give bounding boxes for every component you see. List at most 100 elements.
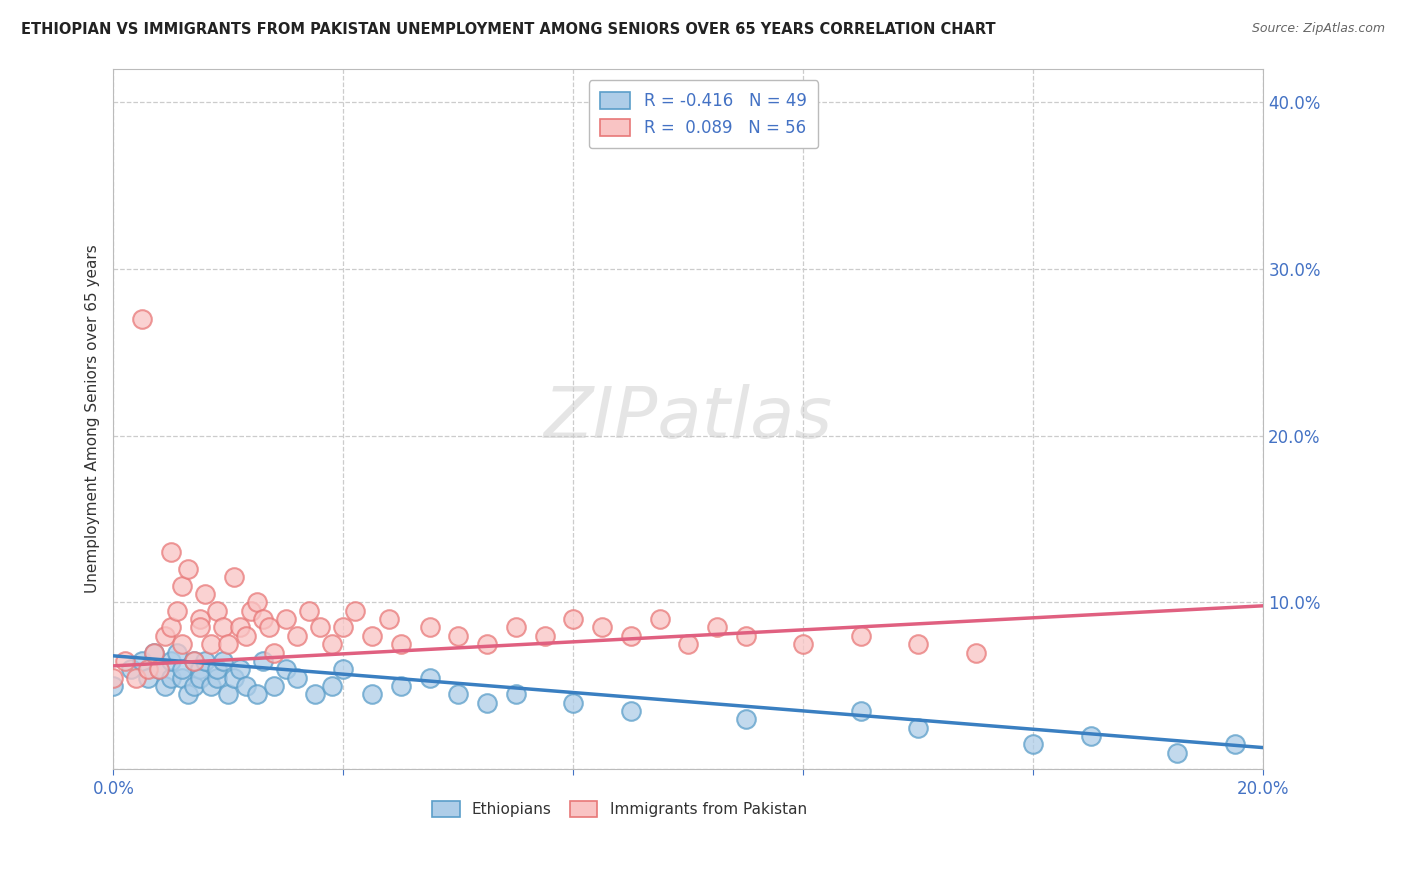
Text: ZIPatlas: ZIPatlas [544,384,832,453]
Point [1022,737,1045,751]
Point [252,654,274,668]
Point [200,637,222,651]
Point [735,712,758,726]
Point [505,687,527,701]
Point [172,662,194,676]
Point [155,629,177,643]
Point [562,612,585,626]
Point [907,721,929,735]
Point [148,662,170,676]
Point [155,679,177,693]
Point [343,604,366,618]
Point [361,629,384,643]
Point [188,612,211,626]
Legend: Ethiopians, Immigrants from Pakistan: Ethiopians, Immigrants from Pakistan [425,794,814,825]
Point [172,671,194,685]
Point [160,620,183,634]
Point [183,654,205,668]
Point [309,620,332,634]
Point [183,679,205,693]
Point [235,679,257,693]
Point [183,654,205,668]
Point [188,662,211,676]
Point [263,646,285,660]
Point [419,671,441,685]
Point [361,687,384,701]
Point [160,671,183,685]
Point [188,671,211,685]
Point [136,671,159,685]
Point [177,687,200,701]
Point [177,562,200,576]
Point [224,570,246,584]
Point [477,637,499,651]
Point [849,629,872,643]
Point [706,620,728,634]
Point [792,637,814,651]
Point [389,679,412,693]
Point [205,671,228,685]
Point [194,654,217,668]
Point [263,679,285,693]
Point [274,612,297,626]
Point [166,646,188,660]
Point [160,545,183,559]
Point [200,679,222,693]
Point [1080,729,1102,743]
Point [287,671,309,685]
Point [907,637,929,651]
Point [332,620,354,634]
Point [321,637,343,651]
Point [229,620,252,634]
Text: Source: ZipAtlas.com: Source: ZipAtlas.com [1251,22,1385,36]
Point [252,612,274,626]
Point [240,604,263,618]
Point [1166,746,1188,760]
Point [298,604,321,618]
Point [218,687,240,701]
Point [194,587,217,601]
Point [321,679,343,693]
Point [562,696,585,710]
Point [591,620,613,634]
Point [166,604,188,618]
Point [246,687,269,701]
Point [304,687,326,701]
Point [136,662,159,676]
Point [148,662,170,676]
Point [735,629,758,643]
Point [172,637,194,651]
Point [218,637,240,651]
Y-axis label: Unemployment Among Seniors over 65 years: Unemployment Among Seniors over 65 years [86,244,100,593]
Point [477,696,499,710]
Point [142,646,165,660]
Point [274,662,297,676]
Point [849,704,872,718]
Point [1223,737,1246,751]
Point [505,620,527,634]
Point [160,654,183,668]
Point [287,629,309,643]
Point [205,662,228,676]
Point [120,662,142,676]
Point [257,620,280,634]
Point [620,704,643,718]
Point [131,654,153,668]
Point [419,620,441,634]
Point [125,671,148,685]
Point [447,629,470,643]
Point [447,687,470,701]
Point [389,637,412,651]
Point [205,604,228,618]
Point [224,671,246,685]
Point [131,311,153,326]
Point [229,662,252,676]
Point [211,620,233,634]
Point [378,612,401,626]
Point [103,679,125,693]
Point [103,671,125,685]
Text: ETHIOPIAN VS IMMIGRANTS FROM PAKISTAN UNEMPLOYMENT AMONG SENIORS OVER 65 YEARS C: ETHIOPIAN VS IMMIGRANTS FROM PAKISTAN UN… [21,22,995,37]
Point [648,612,671,626]
Point [211,654,233,668]
Point [533,629,555,643]
